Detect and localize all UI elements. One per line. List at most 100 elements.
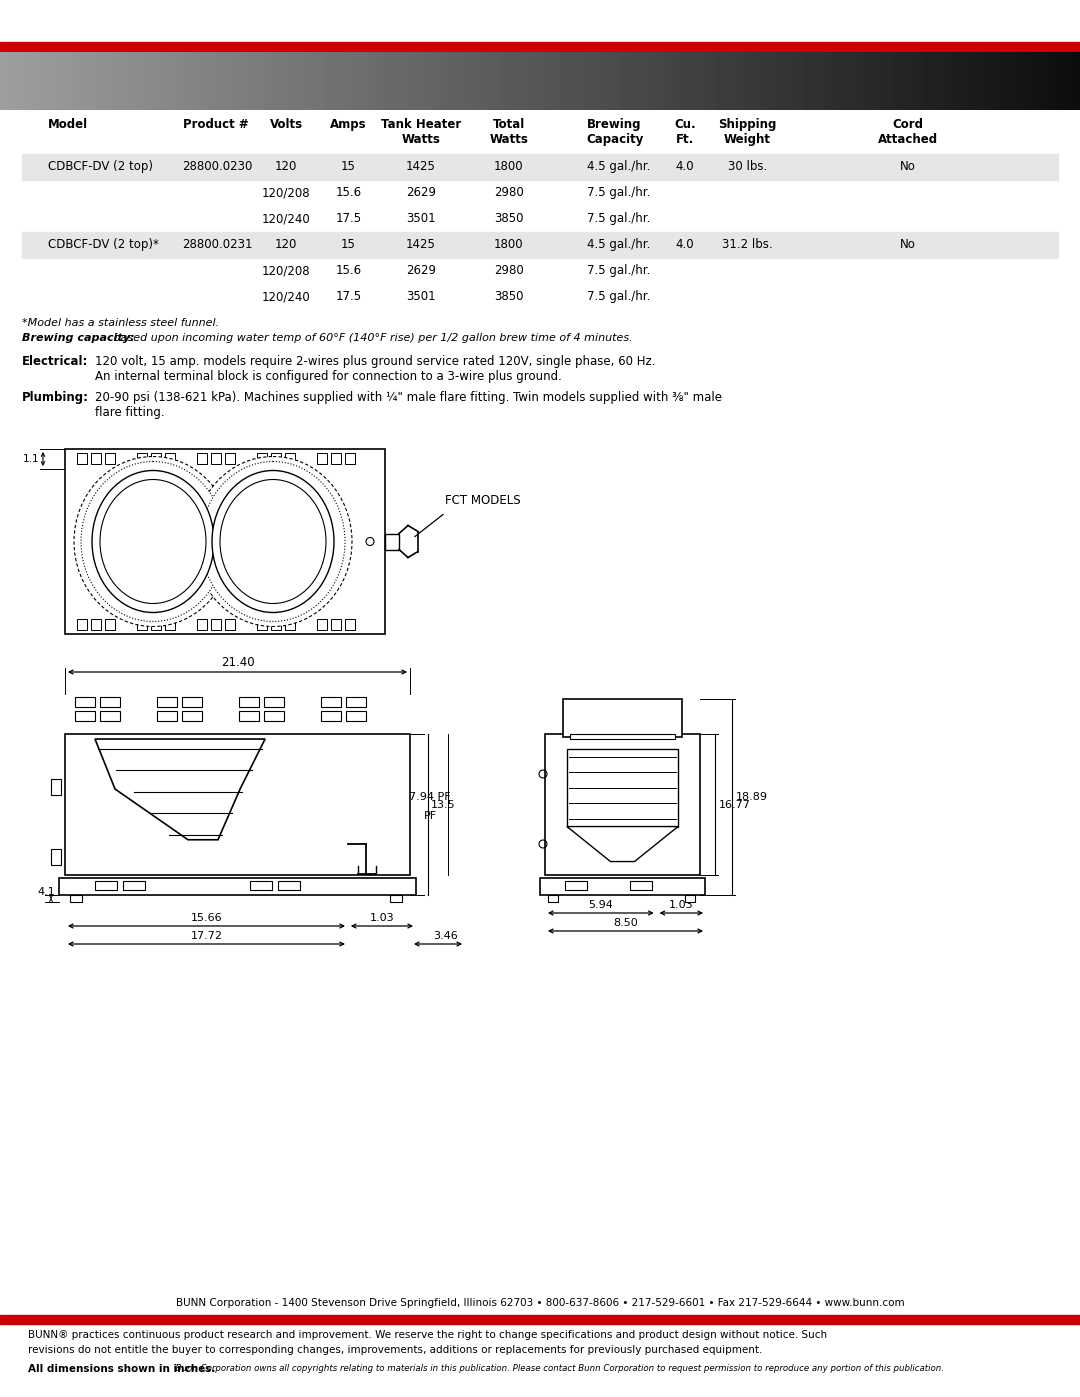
Text: 28800.0230: 28800.0230 <box>183 161 253 173</box>
Text: FCT MODELS: FCT MODELS <box>445 493 521 507</box>
Text: 4.5 gal./hr.: 4.5 gal./hr. <box>586 161 650 173</box>
Bar <box>59 877 416 895</box>
Bar <box>105 453 114 464</box>
Text: 2629: 2629 <box>406 186 436 198</box>
Bar <box>548 895 558 902</box>
Text: 3501: 3501 <box>406 212 435 225</box>
Bar <box>264 697 284 707</box>
Bar <box>545 733 700 875</box>
Bar <box>225 453 235 464</box>
Bar <box>91 619 102 630</box>
Text: flare fitting.: flare fitting. <box>95 407 164 419</box>
Bar <box>318 453 327 464</box>
Bar <box>239 711 259 721</box>
Bar <box>100 711 120 721</box>
Text: 4.0: 4.0 <box>676 237 694 251</box>
Polygon shape <box>567 827 678 862</box>
Text: 4.0: 4.0 <box>676 161 694 173</box>
Bar <box>285 453 295 464</box>
Text: 3850: 3850 <box>495 291 524 303</box>
Text: 8.50: 8.50 <box>613 918 638 928</box>
Text: Amps: Amps <box>330 117 366 131</box>
Text: Total
Watts: Total Watts <box>489 117 528 147</box>
Text: All dimensions shown in inches.: All dimensions shown in inches. <box>28 1363 215 1375</box>
Ellipse shape <box>220 479 326 604</box>
Bar <box>22 232 1058 258</box>
Bar <box>567 749 678 827</box>
Bar <box>225 619 235 630</box>
Bar <box>321 697 341 707</box>
Text: 13.5: 13.5 <box>431 799 456 809</box>
Text: 1.03: 1.03 <box>369 914 394 923</box>
Text: 18.89: 18.89 <box>735 792 768 802</box>
Text: Volts: Volts <box>270 117 302 131</box>
Bar <box>151 453 161 464</box>
Text: 16.77: 16.77 <box>719 799 751 809</box>
Bar <box>51 780 60 795</box>
Text: 7.5 gal./hr.: 7.5 gal./hr. <box>586 186 650 198</box>
Bar <box>77 619 87 630</box>
Bar <box>100 697 120 707</box>
Bar <box>151 619 161 630</box>
Text: An internal terminal block is configured for connection to a 3-wire plus ground.: An internal terminal block is configured… <box>95 370 562 383</box>
Text: 15.66: 15.66 <box>191 914 222 923</box>
Text: revisions do not entitle the buyer to corresponding changes, improvements, addit: revisions do not entitle the buyer to co… <box>28 1345 762 1355</box>
Text: CDBCF-DV (2 top)*: CDBCF-DV (2 top)* <box>48 237 159 251</box>
Text: 1425: 1425 <box>406 161 436 173</box>
Text: 1800: 1800 <box>495 161 524 173</box>
Bar <box>271 619 281 630</box>
Bar <box>346 697 366 707</box>
Text: 5.94: 5.94 <box>589 900 613 909</box>
Bar <box>75 697 95 707</box>
Bar <box>70 895 82 902</box>
Bar <box>264 711 284 721</box>
Bar <box>321 711 341 721</box>
Bar <box>330 453 341 464</box>
Text: 3.46: 3.46 <box>433 930 458 942</box>
Text: 4.1: 4.1 <box>37 887 55 897</box>
Bar <box>105 619 114 630</box>
Ellipse shape <box>92 471 214 612</box>
Text: *Model has a stainless steel funnel.: *Model has a stainless steel funnel. <box>22 319 219 328</box>
Bar <box>330 619 341 630</box>
Bar <box>137 619 147 630</box>
Bar <box>345 619 355 630</box>
Bar <box>285 619 295 630</box>
Text: 15.6: 15.6 <box>335 264 362 277</box>
Bar <box>91 453 102 464</box>
Text: 17.5: 17.5 <box>335 291 362 303</box>
Bar <box>95 882 117 890</box>
Bar <box>183 711 202 721</box>
Bar <box>257 619 267 630</box>
Bar <box>278 882 300 890</box>
Text: 20-90 psi (138-621 kPa). Machines supplied with ¼" male flare fitting. Twin mode: 20-90 psi (138-621 kPa). Machines suppli… <box>95 391 723 404</box>
Text: Bunn Corporation owns all copyrights relating to materials in this publication. : Bunn Corporation owns all copyrights rel… <box>170 1363 944 1373</box>
Ellipse shape <box>81 461 225 622</box>
Bar <box>137 453 147 464</box>
Text: Cord
Attached: Cord Attached <box>878 117 937 147</box>
Text: 15: 15 <box>341 161 355 173</box>
Bar <box>0 42 1080 52</box>
Bar <box>165 619 175 630</box>
Text: 17.5: 17.5 <box>335 212 362 225</box>
Text: 21.40: 21.40 <box>220 657 254 669</box>
Bar <box>65 733 410 875</box>
Text: 120: 120 <box>275 161 297 173</box>
Text: No: No <box>900 237 916 251</box>
Bar <box>211 453 221 464</box>
Bar <box>157 711 177 721</box>
Text: Cu.
Ft.: Cu. Ft. <box>674 117 696 147</box>
Text: Brewing capacity:: Brewing capacity: <box>22 332 135 344</box>
Bar <box>0 1315 1080 1324</box>
Ellipse shape <box>75 457 232 626</box>
Bar <box>239 697 259 707</box>
Text: PF: PF <box>423 810 436 821</box>
Bar <box>257 453 267 464</box>
Text: 30 lbs.: 30 lbs. <box>728 161 767 173</box>
Bar <box>211 619 221 630</box>
Text: 31.2 lbs.: 31.2 lbs. <box>721 237 772 251</box>
Bar <box>570 733 675 739</box>
Text: Plumbing:: Plumbing: <box>22 391 89 404</box>
Bar <box>390 895 402 902</box>
Text: 4.5 gal./hr.: 4.5 gal./hr. <box>586 237 650 251</box>
